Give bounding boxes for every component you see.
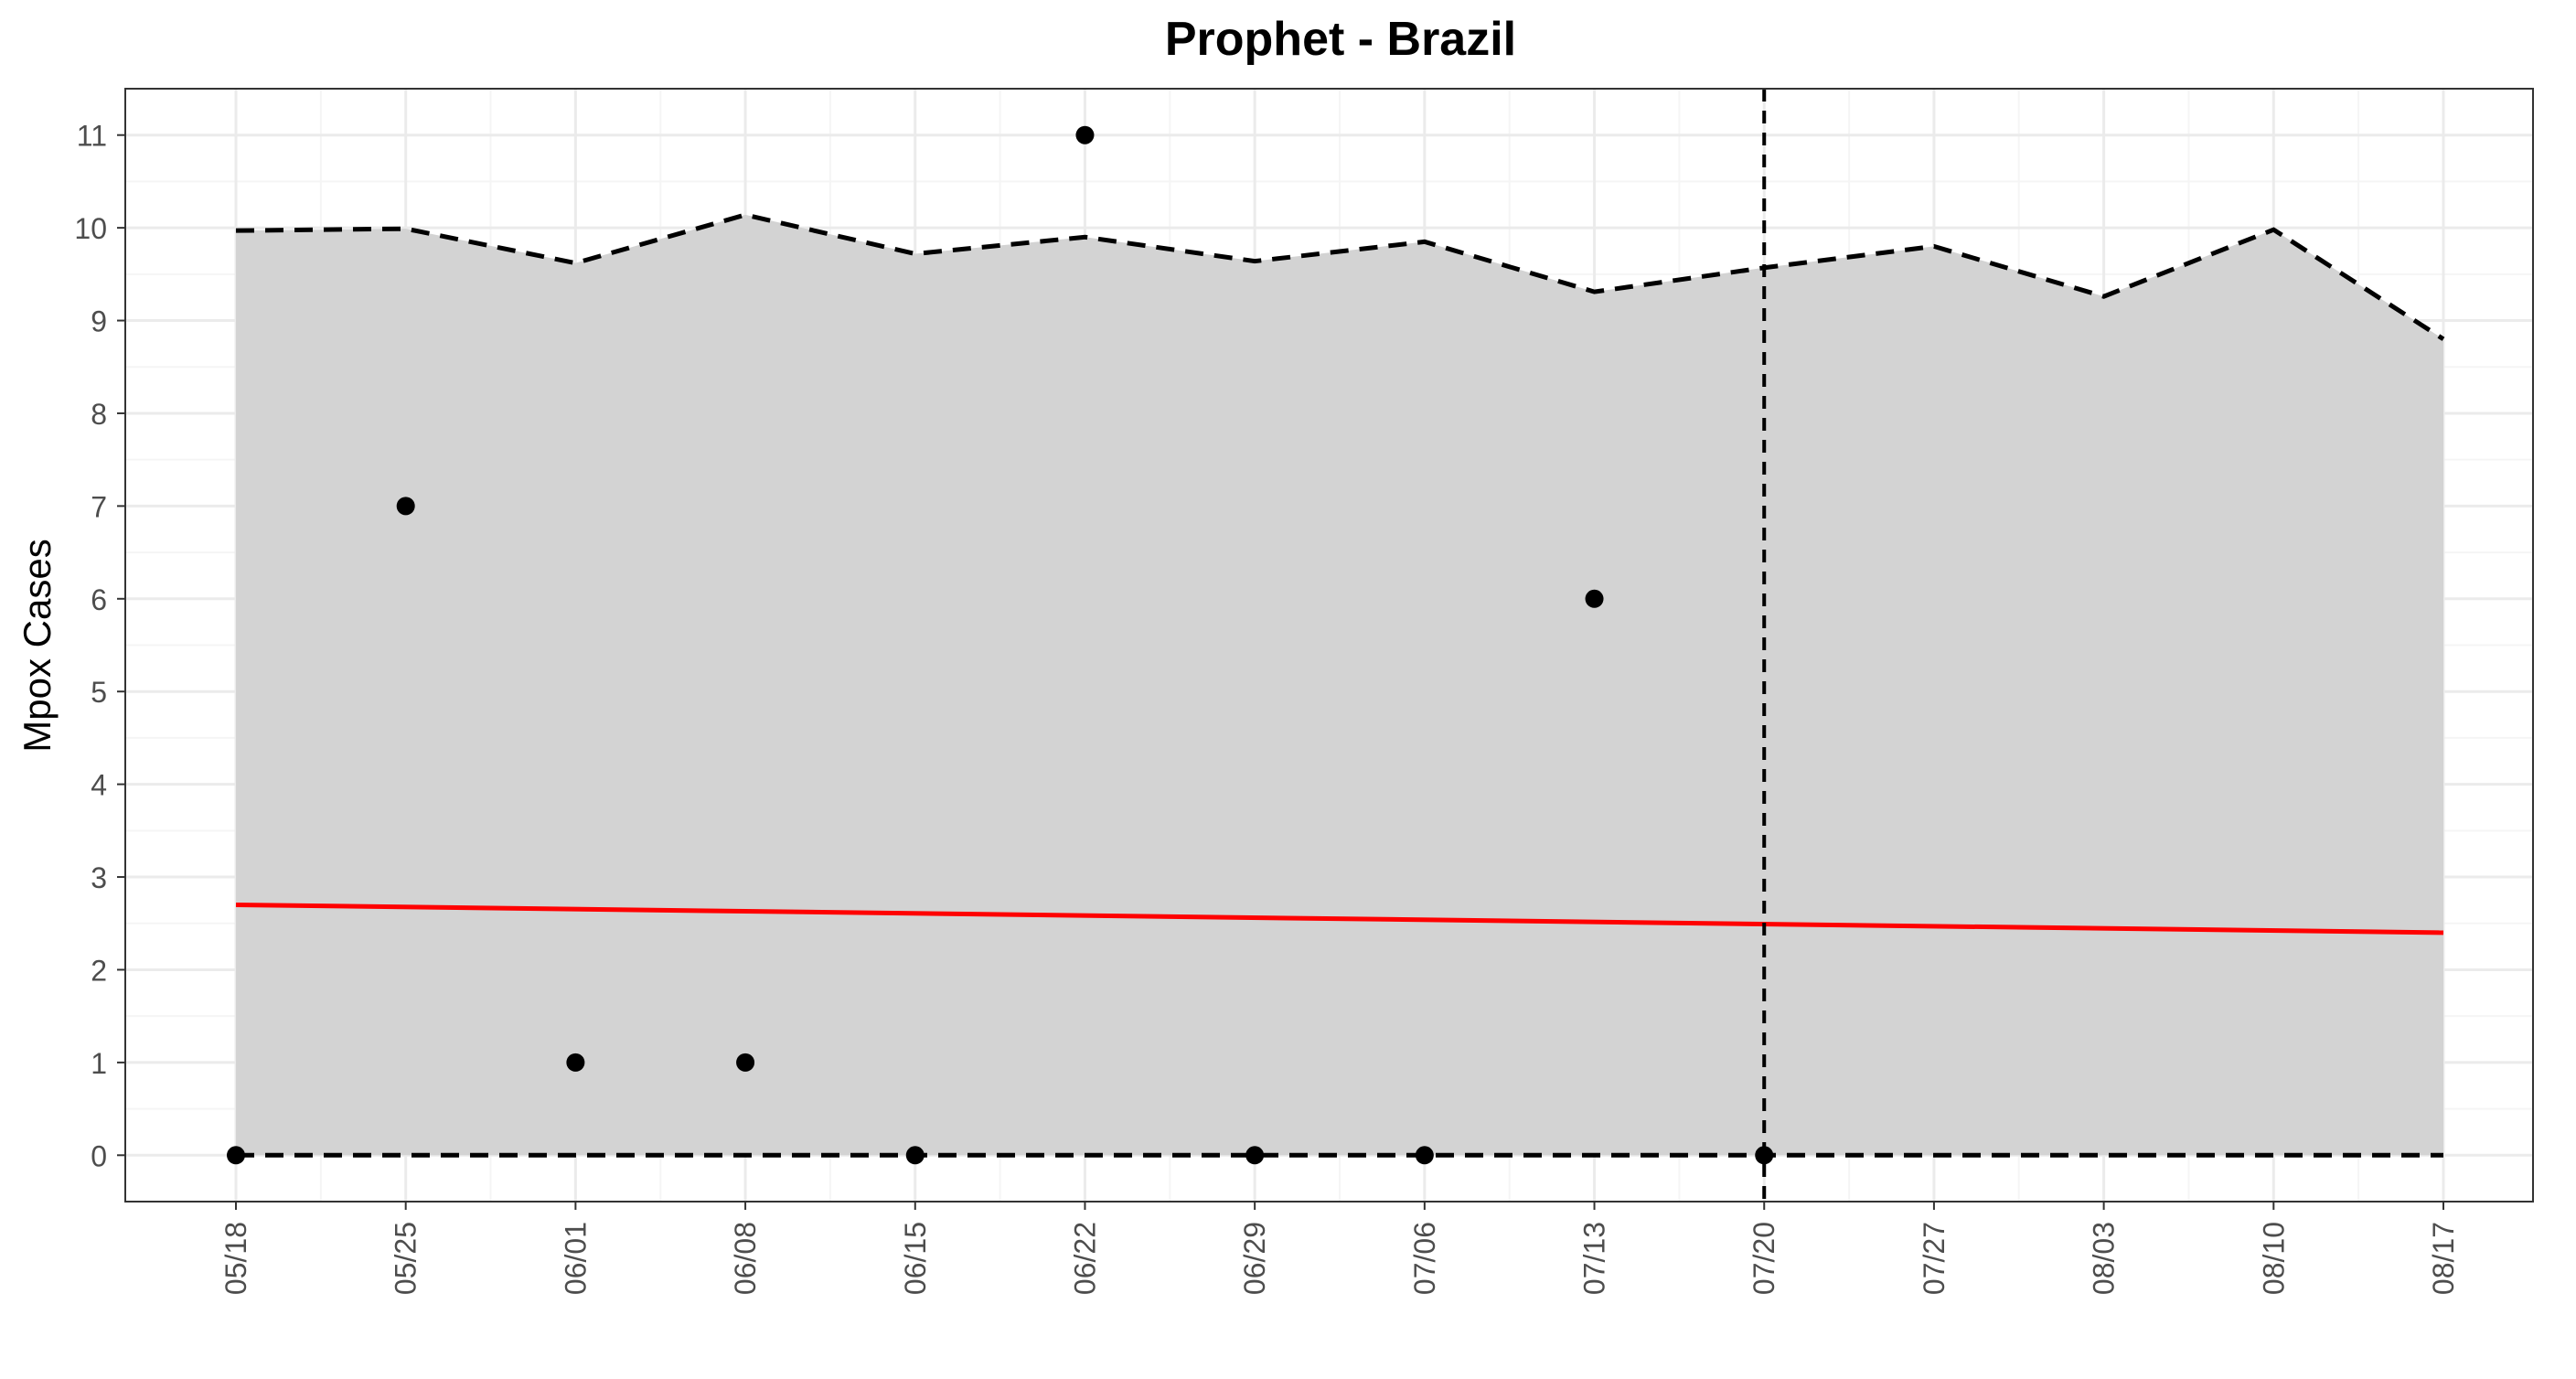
y-axis-title: Mpox Cases (16, 539, 59, 752)
x-tick-label: 06/08 (729, 1222, 762, 1295)
y-tick-label: 4 (91, 769, 107, 802)
data-point (227, 1146, 245, 1165)
trend-line (235, 902, 2444, 935)
data-point (1415, 1146, 1434, 1165)
y-tick-label: 0 (91, 1139, 107, 1172)
y-tick-label: 1 (91, 1047, 107, 1080)
y-axis: 0 1 2 3 4 5 6 7 8 9 10 11 (74, 120, 125, 1172)
interval-bounds (235, 212, 2445, 1158)
x-tick-label: 07/13 (1578, 1222, 1611, 1295)
x-tick-label: 05/25 (390, 1222, 422, 1295)
x-tick-label: 07/27 (1918, 1222, 1951, 1295)
chart-title: Prophet - Brazil (1165, 13, 1516, 66)
x-tick-label: 08/10 (2257, 1222, 2290, 1295)
panel-border (124, 88, 2534, 1203)
y-tick-label: 11 (77, 120, 107, 153)
x-tick-label: 06/01 (559, 1222, 592, 1295)
data-point (905, 1146, 925, 1165)
x-tick-label: 08/17 (2427, 1222, 2460, 1295)
x-axis: 05/18 05/25 06/01 06/08 06/15 06/22 06/29 07/06… (219, 1202, 2460, 1295)
trend-line-group (235, 902, 2444, 935)
data-point (1075, 125, 1095, 144)
interval-band-area (236, 214, 2443, 1156)
data-point (1245, 1146, 1265, 1165)
observed-points (227, 125, 1774, 1165)
x-tick-label: 06/15 (899, 1222, 932, 1295)
x-tick-label: 07/20 (1748, 1222, 1780, 1295)
data-point (566, 1053, 585, 1072)
data-point (1755, 1146, 1774, 1165)
data-point (736, 1053, 755, 1072)
data-point (1585, 589, 1604, 608)
data-point (396, 497, 415, 516)
y-tick-label: 3 (91, 861, 107, 894)
upper-bound-line (235, 212, 2445, 341)
y-tick-label: 8 (91, 398, 107, 431)
x-tick-label: 07/06 (1408, 1222, 1441, 1295)
x-tick-label: 06/29 (1238, 1222, 1271, 1295)
prediction-interval-band (236, 214, 2443, 1156)
x-tick-label: 06/22 (1068, 1222, 1101, 1295)
x-tick-label: 05/18 (219, 1222, 252, 1295)
y-tick-label: 2 (91, 954, 107, 987)
y-tick-label: 6 (91, 583, 107, 616)
y-tick-label: 7 (91, 490, 107, 523)
x-tick-label: 08/03 (2088, 1222, 2121, 1295)
y-tick-label: 9 (91, 305, 107, 338)
y-tick-label: 5 (91, 676, 107, 709)
y-tick-label: 10 (74, 212, 107, 245)
